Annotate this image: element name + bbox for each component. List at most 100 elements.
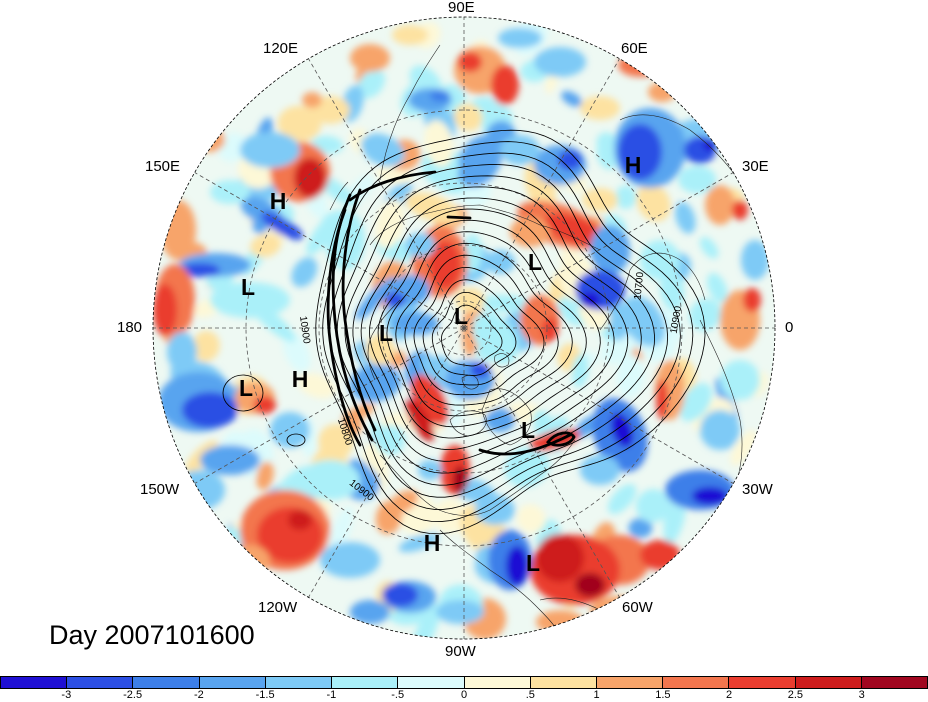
anomaly-blob bbox=[291, 257, 318, 288]
anomaly-blob bbox=[707, 272, 728, 303]
anomaly-blob bbox=[376, 166, 413, 185]
anomaly-blob bbox=[382, 583, 418, 607]
colorbar-tick-label: .5 bbox=[525, 689, 535, 701]
anomaly-blob bbox=[582, 188, 618, 212]
colorbar-swatch bbox=[729, 677, 796, 688]
anomaly-blob bbox=[741, 240, 769, 280]
longitude-label-150w: 150W bbox=[140, 481, 180, 498]
longitude-label-60e: 60E bbox=[621, 40, 648, 57]
pressure-center-marker: H bbox=[269, 188, 287, 214]
meridian-line bbox=[463, 327, 734, 484]
colorbar-tick-label: 3 bbox=[858, 689, 865, 701]
longitude-label-90w: 90W bbox=[445, 643, 476, 660]
anomaly-blob bbox=[302, 92, 322, 108]
anomaly-blob bbox=[387, 490, 419, 515]
coastline bbox=[369, 204, 601, 251]
anomaly-blob bbox=[260, 212, 304, 240]
anomaly-blob bbox=[288, 510, 312, 530]
colorbar-tick-label: 1.5 bbox=[655, 689, 671, 701]
colorbar-tick-label: 1 bbox=[593, 689, 600, 701]
jet-contour bbox=[478, 433, 572, 456]
anomaly-blob bbox=[254, 396, 276, 414]
coastline bbox=[329, 181, 349, 211]
colorbar-swatch bbox=[530, 677, 597, 688]
longitude-label-30w: 30W bbox=[742, 481, 773, 498]
anomaly-blob bbox=[436, 600, 484, 624]
anomaly-blob bbox=[160, 200, 196, 260]
colorbar-swatch bbox=[398, 677, 465, 688]
colorbar-tick-label: -1.5 bbox=[255, 689, 275, 701]
meridian-line bbox=[463, 58, 620, 329]
anomaly-blob bbox=[430, 90, 450, 102]
anomaly-blob bbox=[458, 52, 482, 72]
height-contour bbox=[222, 374, 264, 412]
coastline bbox=[367, 299, 401, 381]
anomaly-blob bbox=[692, 487, 728, 505]
jet-contour bbox=[546, 431, 576, 447]
anomaly-blob bbox=[485, 250, 515, 274]
colorbar-swatch bbox=[795, 677, 862, 688]
meridian-line bbox=[308, 58, 465, 329]
anomaly-blob bbox=[743, 288, 761, 312]
anomaly-blob bbox=[434, 498, 468, 534]
height-contour bbox=[431, 291, 517, 376]
anomaly-blob bbox=[536, 534, 584, 582]
height-contour bbox=[386, 231, 587, 428]
anomaly-blob bbox=[398, 533, 439, 553]
colorbar-swatch bbox=[1, 677, 68, 688]
anomaly-blob bbox=[210, 282, 290, 318]
anomaly-blob bbox=[418, 460, 442, 480]
anomaly-blob bbox=[385, 292, 405, 308]
anomaly-blob bbox=[350, 44, 390, 72]
meridian-line bbox=[463, 327, 620, 598]
anomaly-blob bbox=[574, 415, 599, 439]
colorbar-tick-label: -3 bbox=[61, 689, 72, 701]
anomaly-blob bbox=[230, 545, 270, 575]
colorbar bbox=[0, 676, 928, 689]
anomaly-blob bbox=[730, 430, 757, 466]
jet-contour bbox=[341, 188, 377, 432]
height-contour bbox=[360, 197, 629, 462]
jet-contour bbox=[446, 215, 472, 220]
anomaly-blob bbox=[720, 360, 760, 400]
anomaly-blob bbox=[544, 213, 606, 247]
pressure-center-marker: L bbox=[238, 375, 254, 401]
colorbar-swatch bbox=[332, 677, 399, 688]
anomaly-blob bbox=[640, 240, 680, 280]
anomaly-blob bbox=[424, 120, 454, 167]
pressure-center-marker: H bbox=[423, 530, 441, 556]
anomaly-blob bbox=[405, 233, 435, 257]
anomaly-blob bbox=[516, 504, 546, 533]
anomaly-blob bbox=[175, 470, 225, 510]
anomaly-blob bbox=[365, 335, 395, 365]
anomaly-blob bbox=[200, 445, 260, 475]
anomaly-blob bbox=[411, 603, 441, 639]
anomaly-blob bbox=[195, 128, 225, 152]
anomaly-blob bbox=[240, 132, 300, 168]
anomaly-blob bbox=[349, 459, 372, 476]
anomaly-blob bbox=[250, 234, 282, 258]
anomaly-blob bbox=[640, 540, 680, 570]
coastline bbox=[599, 252, 706, 331]
anomaly-blob bbox=[689, 298, 722, 331]
longitude-label-0: 0 bbox=[785, 319, 794, 336]
pressure-center-marker: H bbox=[291, 366, 309, 392]
meridian-line bbox=[463, 172, 734, 329]
longitude-label-120w: 120W bbox=[258, 599, 298, 616]
height-contour bbox=[322, 141, 694, 523]
colorbar-swatch bbox=[663, 677, 730, 688]
anomaly-blob bbox=[360, 133, 405, 167]
anomaly-blob bbox=[700, 410, 740, 450]
height-contour bbox=[315, 129, 706, 535]
height-contour bbox=[352, 186, 642, 474]
anomaly-blob bbox=[153, 284, 177, 336]
anomaly-blob bbox=[575, 573, 605, 597]
height-contour bbox=[422, 279, 531, 386]
colorbar-ticks: -3 -2.5 -2 -1.5 -1 -.5 0 .5 1 1.5 2 2.5 3 bbox=[0, 689, 928, 702]
colorbar-swatch bbox=[133, 677, 200, 688]
anomaly-blob bbox=[210, 180, 250, 204]
anomaly-blob bbox=[590, 225, 630, 275]
anomaly-blob bbox=[270, 412, 310, 448]
pressure-center-marker: H bbox=[624, 152, 642, 178]
anomaly-blob bbox=[318, 423, 354, 460]
